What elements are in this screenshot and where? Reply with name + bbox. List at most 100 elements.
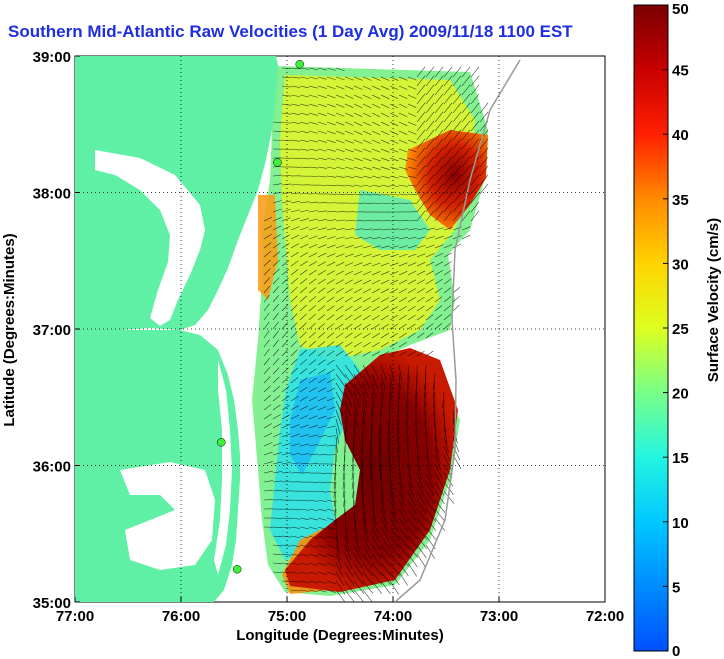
- velocity-arrow: [425, 481, 435, 496]
- velocity-arrow: [380, 535, 391, 550]
- velocity-arrow: [308, 261, 317, 267]
- velocity-arrow: [299, 526, 309, 530]
- velocity-arrow: [281, 200, 291, 204]
- velocity-arrow: [479, 102, 489, 114]
- velocity-arrow: [317, 270, 326, 276]
- velocity-arrow: [371, 254, 381, 258]
- velocity-arrow: [371, 580, 383, 594]
- velocity-arrow: [416, 296, 425, 303]
- velocity-arrow: [461, 174, 471, 186]
- velocity-arrow: [362, 139, 372, 144]
- velocity-arrow: [344, 350, 353, 357]
- velocity-arrow: [281, 260, 290, 267]
- velocity-arrow: [443, 269, 452, 276]
- velocity-arrow: [344, 418, 349, 435]
- velocity-arrow: [434, 270, 443, 276]
- velocity-arrow: [299, 112, 309, 116]
- velocity-arrow: [333, 472, 337, 489]
- velocity-arrow: [263, 461, 273, 465]
- velocity-arrow: [398, 262, 408, 267]
- velocity-arrow: [299, 85, 309, 89]
- velocity-arrow: [389, 306, 398, 312]
- velocity-arrow: [362, 400, 367, 417]
- coastline-islands: [214, 360, 232, 575]
- colorbar: 0 5 10 15 20 25 30 35 40 45 50 Surface Velocity (c…: [633, 1, 722, 659]
- velocity-arrow: [380, 490, 385, 507]
- velocity-arrow: [416, 544, 427, 559]
- velocity-arrow: [371, 245, 381, 249]
- velocity-arrow: [389, 382, 392, 399]
- velocity-arrow: [353, 85, 363, 90]
- velocity-arrow: [362, 364, 372, 380]
- velocity-arrow: [290, 67, 300, 70]
- velocity-arrow: [380, 571, 392, 585]
- velocity-arrow: [425, 279, 434, 285]
- velocity-arrow: [281, 76, 291, 79]
- velocity-arrow: [308, 218, 318, 222]
- velocity-arrow: [344, 76, 354, 81]
- velocity-arrow: [380, 148, 390, 153]
- velocity-arrow: [317, 444, 327, 447]
- velocity-arrow: [272, 480, 282, 483]
- velocity-arrow: [326, 553, 336, 558]
- velocity-arrow: [281, 517, 291, 520]
- velocity-arrow: [452, 409, 456, 426]
- velocity-arrow: [380, 245, 390, 249]
- velocity-arrow: [379, 454, 382, 471]
- velocity-arrow: [371, 85, 381, 90]
- velocity-arrow: [326, 589, 336, 593]
- velocity-arrow: [407, 112, 417, 117]
- velocity-arrow: [281, 404, 290, 411]
- velocity-arrow: [380, 382, 385, 399]
- velocity-arrow: [317, 202, 328, 204]
- velocity-arrow: [281, 508, 292, 510]
- velocity-arrow: [335, 332, 344, 339]
- velocity-arrow: [317, 332, 326, 339]
- velocity-arrow: [470, 111, 480, 123]
- velocity-arrow: [335, 535, 340, 552]
- velocity-arrow: [353, 148, 363, 153]
- velocity-arrow: [281, 442, 291, 447]
- velocity-arrow: [362, 121, 372, 127]
- velocity-arrow: [299, 589, 309, 592]
- velocity-arrow: [425, 210, 435, 222]
- velocity-arrow: [308, 76, 318, 80]
- velocity-arrow: [326, 121, 336, 126]
- velocity-arrow: [362, 184, 372, 187]
- velocity-arrow: [407, 508, 418, 523]
- velocity-arrow: [424, 373, 427, 390]
- x-axis-label: Longitude (Degrees:Minutes): [236, 627, 444, 644]
- velocity-arrow: [416, 262, 426, 267]
- velocity-arrow: [389, 157, 399, 162]
- velocity-arrow: [344, 245, 354, 249]
- velocity-arrow: [290, 452, 300, 456]
- velocity-arrow: [335, 562, 344, 578]
- velocity-arrow: [398, 130, 408, 135]
- velocity-arrow: [470, 66, 480, 78]
- velocity-arrow: [389, 103, 399, 109]
- velocity-arrow: [434, 183, 444, 195]
- velocity-arrow: [263, 348, 270, 357]
- velocity-arrow: [308, 562, 318, 566]
- velocity-arrow: [353, 571, 364, 586]
- velocity-arrow: [263, 225, 272, 231]
- velocity-arrow: [398, 175, 408, 179]
- velocity-arrow: [416, 75, 426, 87]
- velocity-arrow: [353, 351, 362, 357]
- velocity-arrow: [380, 94, 390, 100]
- velocity-arrow: [326, 387, 336, 393]
- velocity-arrow: [425, 261, 435, 267]
- velocity-arrow: [362, 103, 372, 109]
- velocity-arrow: [308, 387, 317, 393]
- velocity-arrow: [389, 580, 399, 595]
- velocity-arrow: [272, 268, 280, 276]
- velocity-field-mid-cyan: [355, 190, 430, 250]
- velocity-arrow: [407, 270, 417, 276]
- velocity-arrow: [434, 409, 436, 427]
- velocity-arrow: [398, 166, 408, 170]
- velocity-arrow: [317, 378, 326, 384]
- velocity-arrow: [308, 322, 316, 330]
- colorbar-tick-label: 40: [672, 127, 689, 144]
- velocity-arrow: [344, 400, 351, 417]
- velocity-arrow: [398, 481, 404, 498]
